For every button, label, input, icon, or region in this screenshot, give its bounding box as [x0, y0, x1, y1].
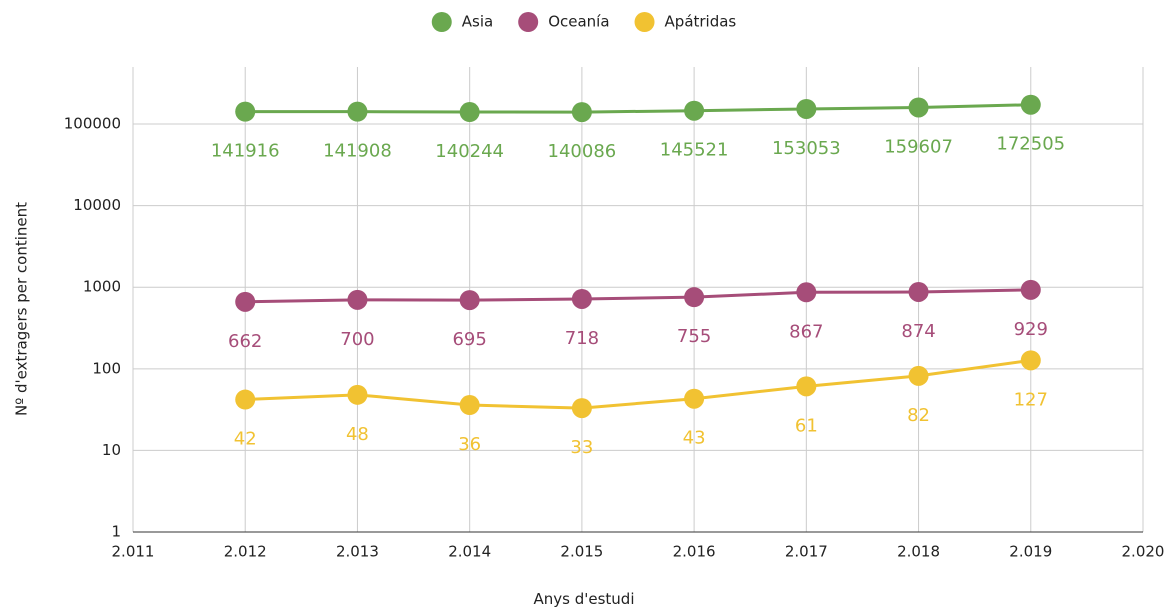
- series-line: [245, 358, 1031, 410]
- point: [459, 395, 480, 416]
- data-label: 61: [795, 415, 818, 436]
- y-tick-label: 100000: [64, 115, 121, 133]
- point: [684, 100, 705, 121]
- data-label: 718: [565, 328, 599, 349]
- data-label: 159607: [884, 136, 953, 157]
- legend-label: Asia: [462, 13, 493, 31]
- y-tick-label: 1000: [83, 278, 121, 296]
- legend-marker: [431, 12, 452, 32]
- point: [684, 287, 705, 308]
- point: [347, 101, 368, 122]
- point: [235, 291, 256, 312]
- x-tick-label: 2.018: [897, 543, 940, 561]
- data-label: 48: [346, 424, 369, 445]
- data-label: 145521: [660, 140, 729, 161]
- point: [571, 102, 592, 123]
- point: [796, 282, 817, 303]
- x-tick-label: 2.015: [560, 543, 603, 561]
- data-label: 140086: [548, 141, 617, 162]
- legend-label: Apátridas: [665, 13, 737, 31]
- point: [347, 289, 368, 310]
- data-label: 140244: [435, 141, 504, 162]
- series-line: [245, 103, 1031, 114]
- data-label: 929: [1014, 319, 1048, 340]
- data-label: 867: [789, 321, 823, 342]
- x-tick-label: 2.019: [1009, 543, 1052, 561]
- data-label: 141916: [211, 141, 280, 162]
- series-line: [245, 288, 1031, 304]
- x-axis-title: Anys d'estudi: [534, 590, 635, 608]
- x-tick-label: 2.013: [336, 543, 379, 561]
- data-label: 172505: [996, 134, 1065, 155]
- point: [1020, 279, 1041, 300]
- legend-marker: [518, 12, 539, 32]
- data-label: 153053: [772, 138, 841, 159]
- data-label: 874: [901, 321, 935, 342]
- data-label: 42: [234, 429, 257, 450]
- point: [459, 102, 480, 123]
- y-tick-label: 100: [92, 359, 121, 377]
- y-axis-title: Nº d'extragers per continent: [13, 202, 31, 416]
- x-tick-label: 2.012: [224, 543, 267, 561]
- point: [459, 290, 480, 311]
- data-label: 82: [907, 405, 930, 426]
- y-tick-label: 1: [111, 523, 121, 541]
- point: [908, 281, 929, 302]
- point: [684, 388, 705, 409]
- point: [235, 389, 256, 410]
- legend-marker: [634, 12, 655, 32]
- data-label: 36: [458, 434, 481, 455]
- x-tick-label: 2.020: [1122, 543, 1165, 561]
- point: [571, 398, 592, 419]
- x-tick-label: 2.011: [112, 543, 155, 561]
- data-label: 755: [677, 326, 711, 347]
- data-label: 33: [570, 437, 593, 458]
- data-label: 695: [452, 329, 486, 350]
- point: [1020, 94, 1041, 115]
- point: [908, 97, 929, 118]
- legend-label: Oceanía: [548, 13, 609, 31]
- y-tick-label: 10: [102, 441, 121, 459]
- data-label: 662: [228, 331, 262, 352]
- point: [908, 365, 929, 386]
- point: [1020, 350, 1041, 371]
- point: [571, 288, 592, 309]
- data-label: 127: [1014, 389, 1048, 410]
- x-tick-label: 2.017: [785, 543, 828, 561]
- y-tick-label: 10000: [73, 196, 121, 214]
- x-tick-label: 2.016: [673, 543, 716, 561]
- data-label: 43: [683, 428, 706, 449]
- point: [796, 98, 817, 119]
- point: [235, 101, 256, 122]
- point: [347, 384, 368, 405]
- data-label: 141908: [323, 141, 392, 162]
- data-label: 700: [340, 329, 374, 350]
- point: [796, 376, 817, 397]
- x-tick-label: 2.014: [448, 543, 491, 561]
